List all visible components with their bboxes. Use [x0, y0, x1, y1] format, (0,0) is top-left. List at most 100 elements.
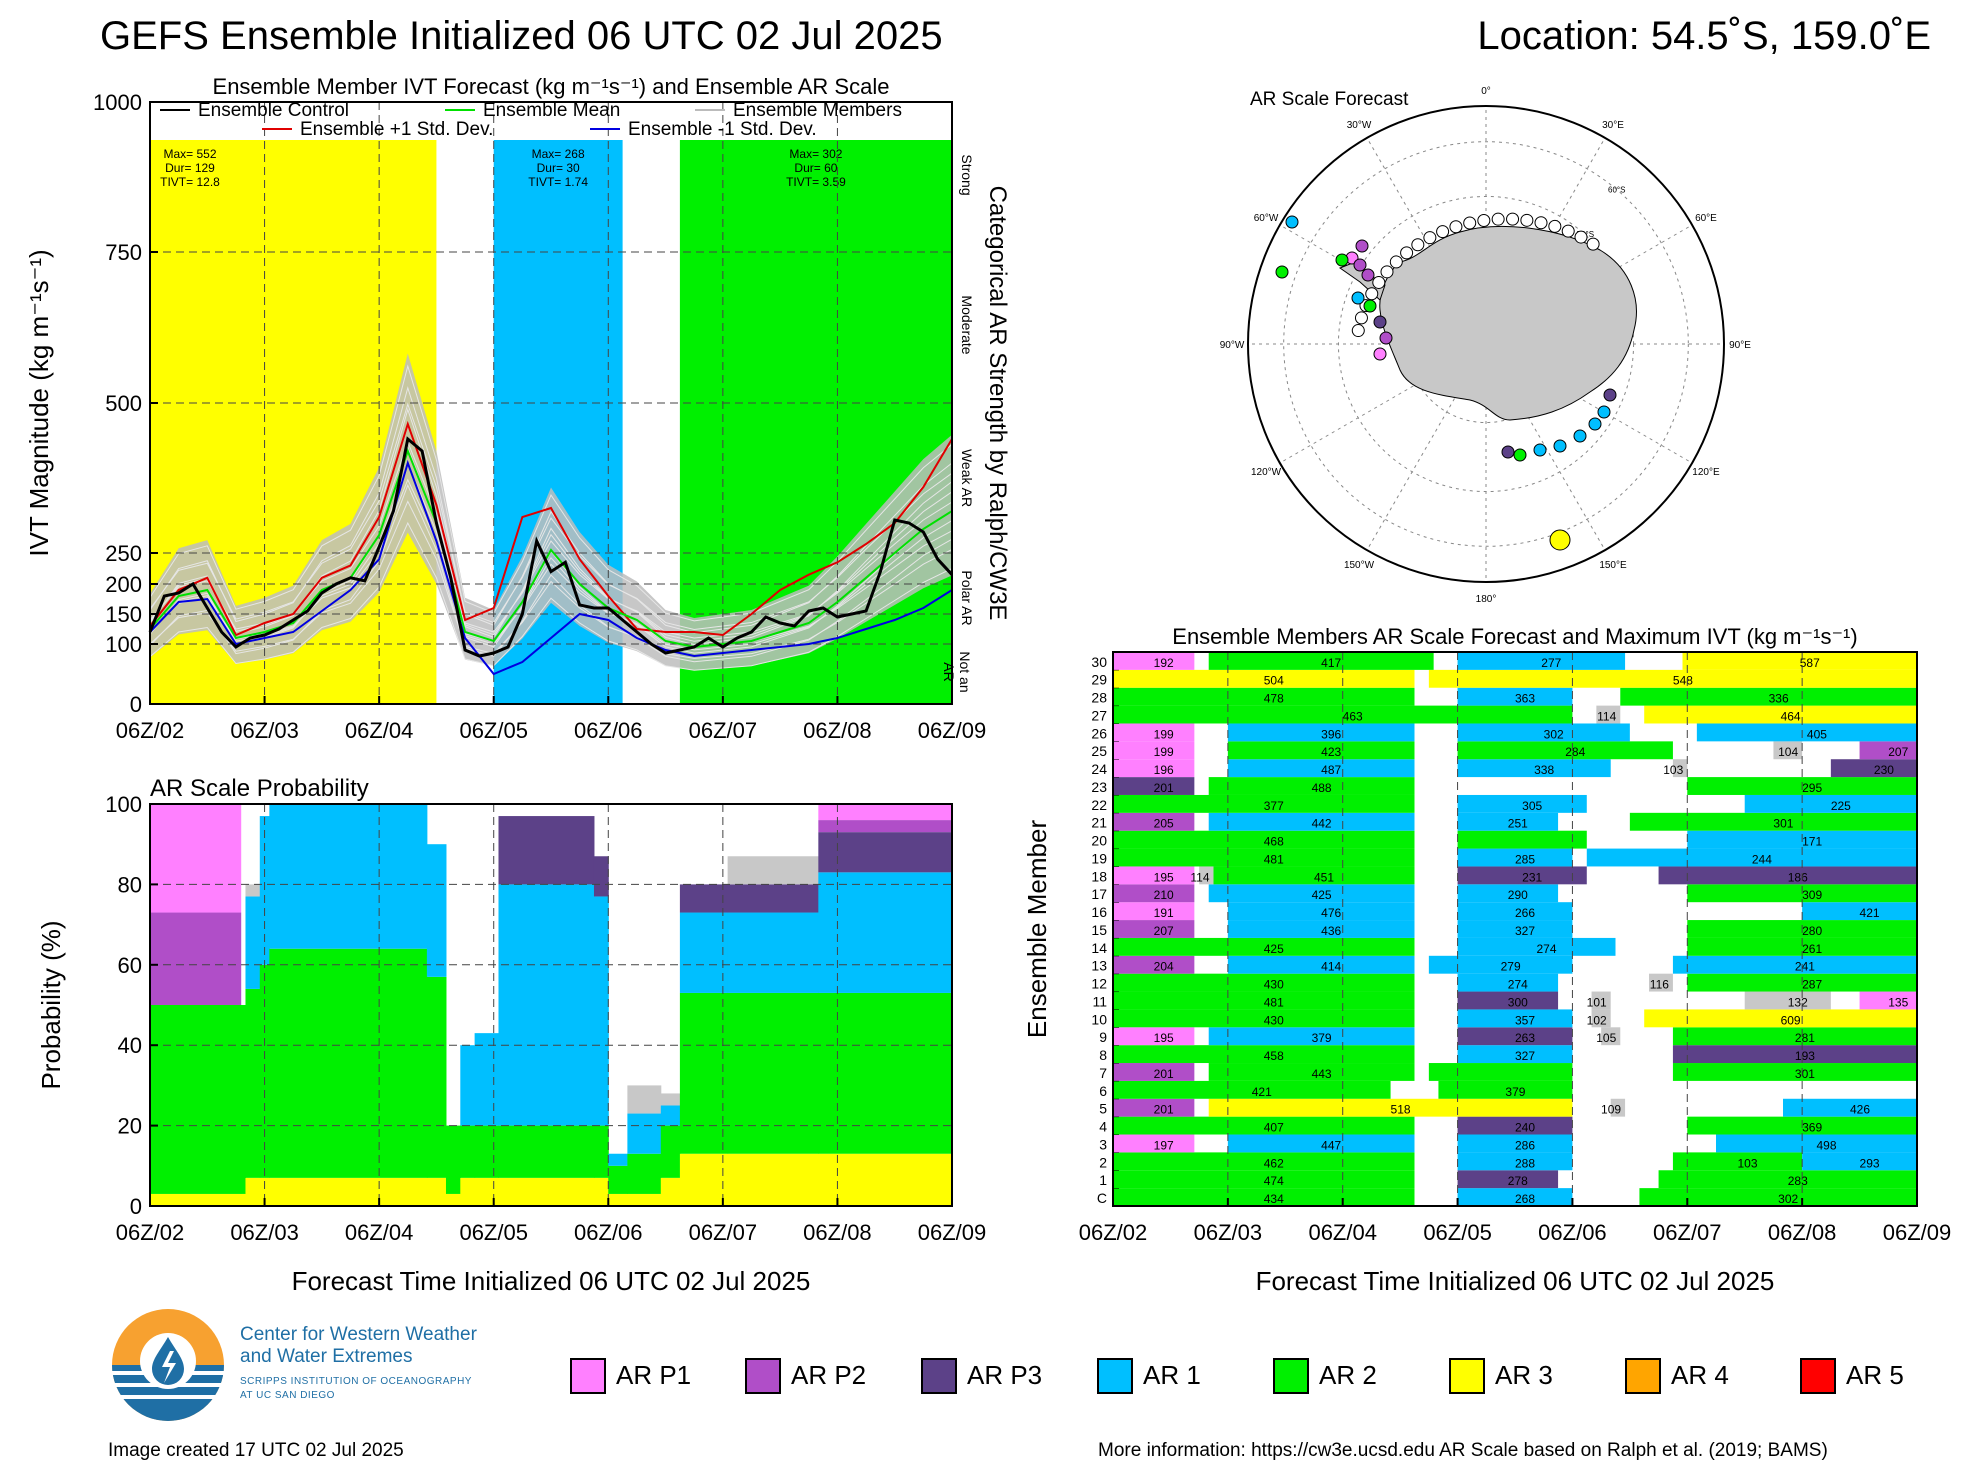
ivt-period-stat: Dur= 129	[165, 161, 215, 175]
member-segment	[1744, 991, 1831, 1010]
map-lon-label: 90°E	[1729, 340, 1751, 351]
map-station-point	[1574, 230, 1588, 244]
member-segment	[1208, 1063, 1415, 1081]
member-max-ivt: 290	[1508, 888, 1528, 902]
member-segment	[1113, 973, 1415, 992]
member-row-label: 1	[1099, 1172, 1107, 1188]
map-lon-label: 120°E	[1692, 467, 1720, 478]
member-segment	[1113, 902, 1195, 921]
ivt-xtick-label: 06Z/07	[689, 718, 758, 743]
member-max-ivt: 474	[1264, 1174, 1284, 1188]
ivt-category-label: AR	[941, 662, 957, 681]
prob-bar-segment	[426, 1177, 447, 1206]
member-max-ivt: 283	[1788, 1174, 1808, 1188]
map-station-point	[1463, 216, 1477, 230]
members-xtick-label: 06Z/07	[1653, 1220, 1722, 1245]
legend-swatch-ar-p2	[745, 1358, 781, 1394]
legend-label-ar-5: AR 5	[1846, 1360, 1904, 1390]
prob-ytick-label: 60	[118, 953, 142, 978]
prob-bar-segment	[259, 816, 270, 965]
map-ar-point	[1573, 429, 1587, 443]
legend-label-ar-2: AR 2	[1319, 1360, 1377, 1390]
map-station-point	[1548, 219, 1562, 233]
prob-bar-segment	[660, 1093, 681, 1106]
member-max-ivt: 301	[1773, 817, 1793, 831]
member-row-label: 16	[1091, 904, 1107, 920]
legend-swatch-ar-4	[1625, 1358, 1661, 1394]
member-segment	[1113, 1063, 1195, 1081]
ivt-title: Ensemble Member IVT Forecast (kg m⁻¹s⁻¹)…	[213, 74, 890, 99]
member-segment	[1113, 687, 1415, 706]
map-station-point	[1449, 220, 1463, 234]
member-max-ivt: 268	[1515, 1192, 1535, 1206]
member-max-ivt: 327	[1515, 924, 1535, 938]
member-max-ivt: 436	[1321, 924, 1341, 938]
member-row-label: 2	[1099, 1154, 1107, 1170]
prob-bar-segment	[460, 1045, 476, 1126]
member-max-ivt: 481	[1264, 995, 1284, 1009]
member-max-ivt: 478	[1264, 692, 1284, 706]
member-max-ivt: 274	[1537, 942, 1557, 956]
prob-bar-segment	[460, 1125, 476, 1178]
legend-label-ar-p1: AR P1	[616, 1360, 692, 1390]
member-segment	[1457, 848, 1573, 867]
member-segment	[1113, 884, 1195, 903]
member-row-label: 15	[1091, 922, 1107, 938]
map-ar-point	[1351, 291, 1365, 305]
legend-swatch-ar-p3	[921, 1358, 957, 1394]
polar-map: AR Scale Forecast 0° 30°E 60°E 90°E 120°E 150°…	[1220, 86, 1752, 605]
prob-bar-segment	[498, 816, 595, 885]
map-station-point	[1436, 225, 1450, 239]
member-max-ivt: 251	[1508, 817, 1528, 831]
prob-bar-segment	[445, 1125, 461, 1194]
map-lon-label: 150°W	[1344, 560, 1375, 571]
ivt-right-label: Categorical AR Strength by Ralph/CW3E	[984, 186, 1011, 621]
prob-bar-segment	[245, 1177, 261, 1206]
prob-xtick-label: 06Z/05	[459, 1220, 528, 1245]
member-segment	[1672, 1027, 1917, 1046]
member-max-ivt: 201	[1154, 1103, 1174, 1117]
members-xtick-label: 06Z/05	[1423, 1220, 1492, 1245]
member-segment	[1113, 1045, 1415, 1064]
ivt-xtick-label: 06Z/04	[345, 718, 414, 743]
member-max-ivt: 195	[1154, 870, 1174, 884]
member-max-ivt: 277	[1541, 656, 1561, 670]
map-ar-point	[1553, 439, 1567, 453]
member-max-ivt: 468	[1264, 835, 1284, 849]
prob-bar-segment	[150, 1005, 242, 1194]
location-title: Location: 54.5˚S, 159.0˚E	[1477, 14, 1931, 58]
map-ar-point	[1588, 417, 1602, 431]
prob-bar-segment	[474, 1177, 499, 1206]
prob-bar-segment	[593, 1177, 609, 1206]
member-row-label: 5	[1099, 1101, 1107, 1117]
member-max-ivt: 201	[1154, 1067, 1174, 1081]
member-row-label: 3	[1099, 1136, 1107, 1152]
member-row-label: 29	[1091, 672, 1107, 688]
ivt-period-stat: Dur= 30	[537, 161, 580, 175]
prob-bar-segment	[150, 912, 242, 1005]
member-max-ivt: 327	[1515, 1049, 1535, 1063]
member-segment	[1457, 1116, 1573, 1135]
member-max-ivt: 199	[1154, 727, 1174, 741]
member-segment	[1457, 830, 1587, 849]
prob-xtick-label: 06Z/09	[918, 1220, 987, 1245]
member-segment	[1457, 794, 1587, 813]
map-station-point	[1411, 238, 1425, 252]
member-segment	[1227, 723, 1415, 742]
member-max-ivt: 288	[1515, 1156, 1535, 1170]
member-segment	[1457, 687, 1573, 706]
member-max-ivt: 116	[1650, 978, 1669, 992]
ivt-legend-label: Ensemble Mean	[483, 100, 620, 121]
prob-chart: 0 20 40 60 80 100 06Z/02 06Z/03 06Z/04 06Z/05 06Z/…	[36, 775, 986, 1296]
member-segment	[1227, 955, 1415, 974]
map-lon-label: 150°E	[1599, 560, 1627, 571]
member-max-ivt: 197	[1154, 1138, 1174, 1152]
member-segment	[1672, 1063, 1917, 1081]
member-max-ivt: 396	[1321, 727, 1341, 741]
member-segment	[1658, 866, 1917, 885]
member-row-label: 6	[1099, 1083, 1107, 1099]
member-max-ivt: 284	[1565, 745, 1585, 759]
map-station-point	[1372, 275, 1386, 289]
member-segment	[1457, 937, 1616, 956]
